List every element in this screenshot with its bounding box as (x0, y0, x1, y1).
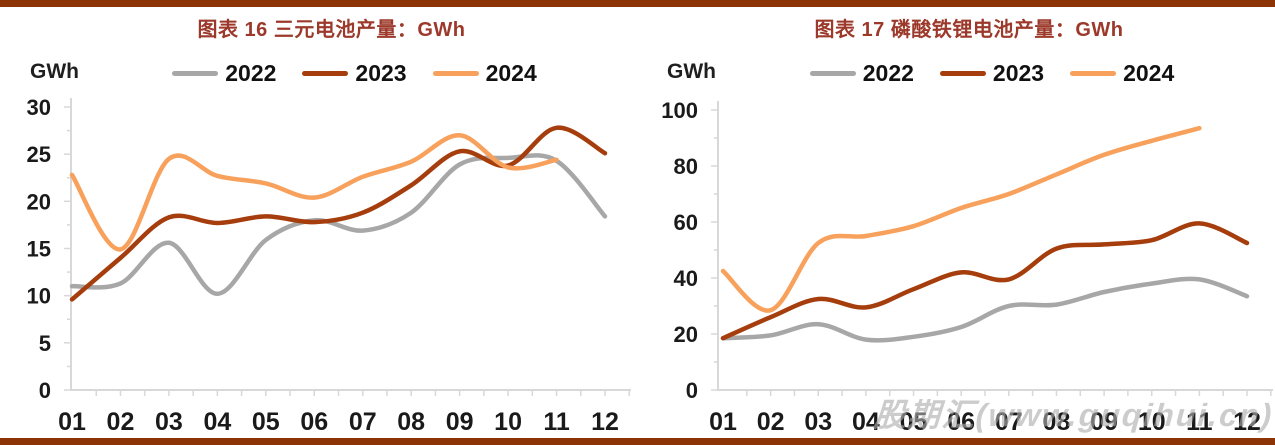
y-tick-label: 15 (27, 237, 51, 262)
series-line-2022 (720, 276, 1250, 343)
x-tick-label: 08 (397, 408, 425, 436)
x-tick-label: 03 (155, 408, 183, 436)
legend-item-2022: 2022 (809, 59, 914, 87)
x-tick-label: 02 (757, 408, 785, 436)
series-line-2023 (69, 125, 608, 302)
x-tick-label: 10 (1138, 408, 1166, 436)
x-tick-label: 12 (591, 408, 619, 436)
bottom-divider-bar (0, 438, 1275, 445)
x-tick-label: 07 (995, 408, 1023, 436)
legend-item-2024: 2024 (1070, 60, 1174, 87)
legend-swatch-2022 (809, 70, 856, 76)
x-tick-label: 09 (446, 408, 474, 436)
legend-row: GWh 2022 2023 2024 (637, 59, 1275, 87)
y-tick-label: 40 (674, 266, 698, 291)
x-tick-label: 11 (543, 408, 570, 436)
y-tick-label: 80 (674, 154, 698, 179)
chart-title-lfp: 图表 17 磷酸铁锂电池产量：GWh (814, 19, 1124, 41)
x-tick-label: 03 (804, 408, 832, 436)
x-tick-label: 06 (947, 408, 975, 436)
legend-item-2022: 2022 (172, 60, 276, 87)
x-tick-label: 01 (709, 408, 737, 436)
y-tick-label: 10 (27, 284, 51, 309)
x-tick-label: 11 (1186, 408, 1213, 436)
chart-title-ternary: 图表 16 三元电池产量：GWh (197, 19, 466, 41)
x-tick-label: 04 (852, 408, 880, 436)
x-tick-label: 05 (252, 408, 280, 436)
y-tick-label: 0 (39, 378, 51, 403)
legend-item-2023: 2023 (302, 59, 407, 87)
y-tick-label: 0 (686, 378, 698, 403)
y-tick-label: 100 (661, 98, 698, 123)
x-tick-label: 01 (58, 408, 86, 436)
x-tick-label: 04 (203, 408, 231, 436)
series-line-2024 (720, 125, 1202, 313)
y-tick-label: 5 (39, 331, 51, 356)
legend-row: GWh 2022 2023 2024 (0, 59, 637, 87)
series-line-2023 (720, 221, 1250, 341)
legend-swatch-2023 (939, 70, 986, 76)
x-tick-label: 06 (300, 408, 328, 436)
y-tick-label: 25 (27, 142, 51, 167)
legend-swatch-2024 (432, 70, 479, 76)
legend-label-2024: 2024 (1123, 59, 1175, 86)
y-tick-label: 20 (674, 322, 698, 347)
x-tick-label: 12 (1233, 408, 1261, 436)
legend-label-2023: 2023 (992, 59, 1045, 86)
legend-swatch-2022 (172, 70, 219, 76)
x-tick-label: 10 (494, 408, 522, 436)
legend-swatch-2024 (1070, 70, 1117, 76)
y-tick-label: 60 (674, 210, 698, 235)
y-axis-unit-label: GWh (667, 60, 716, 83)
x-tick-label: 07 (349, 408, 377, 436)
legend-item-2023: 2023 (939, 59, 1045, 87)
x-tick-label: 08 (1043, 408, 1071, 436)
chart-legend: 2022 2023 2024 (637, 59, 1275, 87)
series-line-2024 (69, 133, 559, 252)
x-tick-label: 02 (107, 408, 135, 436)
top-divider-bar (0, 0, 1275, 7)
x-tick-label: 05 (900, 408, 928, 436)
x-tick-label: 09 (1090, 408, 1118, 436)
legend-label-2022: 2022 (862, 59, 914, 86)
legend-item-2024: 2024 (432, 59, 537, 87)
series-line-2022 (69, 153, 608, 297)
chart-panel-ternary-battery: 图表 16 三元电池产量：GWh GWh 2022 2023 2024 0 5 10… (0, 0, 637, 445)
chart-legend: 2022 2023 2024 (0, 59, 637, 87)
y-tick-label: 30 (27, 95, 51, 120)
line-chart-lfp-battery: 0 20 40 60 80 100 01 02 03 04 05 06 07 08 09 10 11 12 (661, 98, 1273, 436)
legend-label-2022: 2022 (225, 59, 277, 86)
y-axis-unit-label: GWh (30, 60, 79, 83)
legend-label-2024: 2024 (485, 59, 537, 86)
legend-swatch-2023 (302, 70, 349, 76)
y-tick-label: 20 (27, 189, 51, 214)
legend-label-2023: 2023 (355, 59, 407, 86)
